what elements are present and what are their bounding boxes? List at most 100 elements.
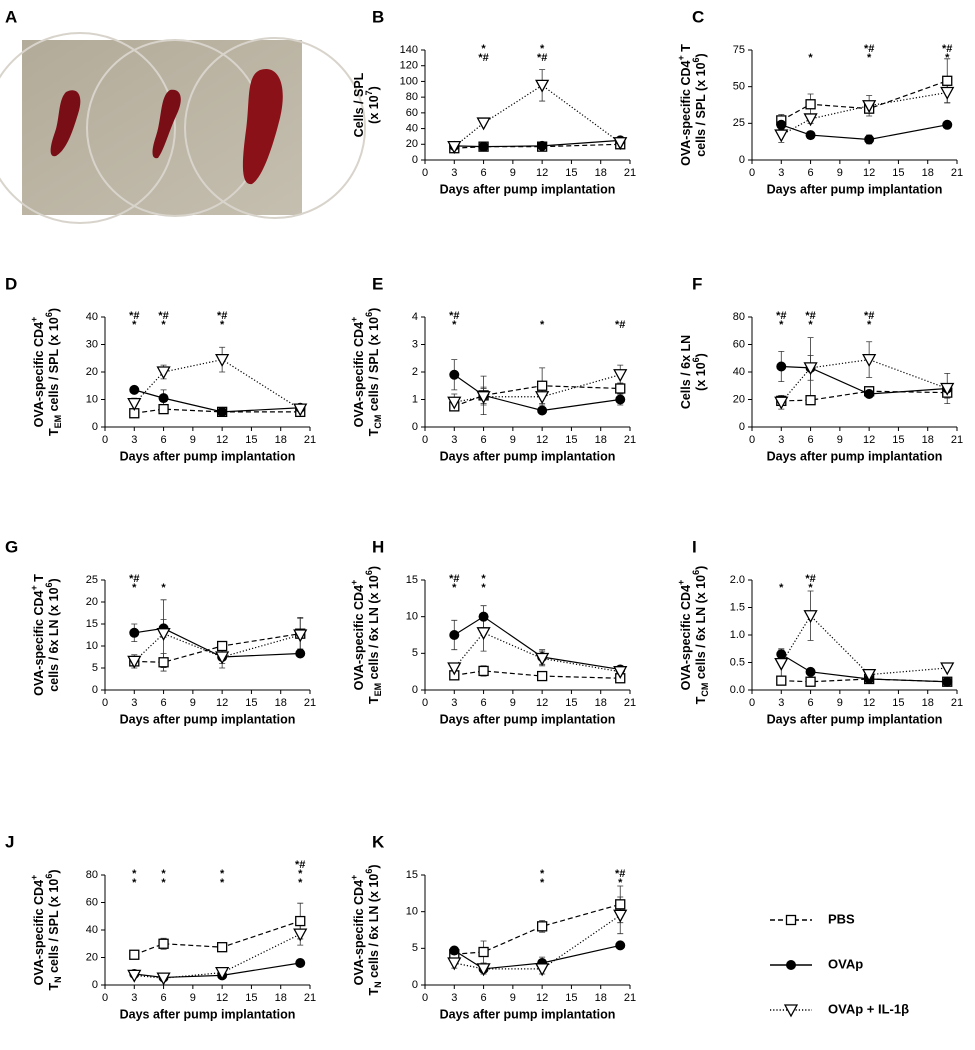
y-axis-label: OVA-specific CD4+ T xyxy=(29,574,46,696)
series-line xyxy=(781,678,948,683)
series-line xyxy=(454,374,621,403)
marker xyxy=(805,676,816,687)
marker xyxy=(158,393,169,404)
y-axis-label-part: EM xyxy=(373,683,383,697)
y-axis-label-part: T xyxy=(367,428,381,436)
x-tick-label: 15 xyxy=(245,992,257,1004)
x-axis-label: Days after pump implantation xyxy=(767,712,943,726)
y-tick-label: 0.5 xyxy=(730,656,745,668)
x-tick-label: 3 xyxy=(131,992,137,1004)
y-axis-label-part: EM xyxy=(53,415,63,429)
y-axis-label-part: OVA-specific CD4 xyxy=(32,590,46,695)
y-tick-label: 15 xyxy=(406,574,418,586)
marker xyxy=(476,117,491,131)
panel-label: D xyxy=(5,274,17,293)
marker xyxy=(478,665,489,677)
marker xyxy=(217,406,228,417)
marker xyxy=(535,963,550,977)
marker xyxy=(478,611,489,622)
y-tick-label: 40 xyxy=(86,311,98,323)
marker xyxy=(776,119,787,130)
y-axis-label-part: OVA-specific CD4 xyxy=(352,322,366,427)
y-tick-label: 3 xyxy=(412,338,418,350)
y-axis-label: OVA-specific CD4+ xyxy=(349,580,366,691)
marker xyxy=(215,966,230,980)
marker xyxy=(536,670,548,682)
y-tick-label: 0 xyxy=(92,684,98,696)
panel-label: H xyxy=(372,537,384,556)
significance-mark: * xyxy=(298,868,303,880)
y-tick-label: 60 xyxy=(406,107,418,119)
significance-mark: * xyxy=(540,43,545,55)
series-line xyxy=(134,920,301,956)
x-tick-label: 6 xyxy=(161,434,167,446)
marker xyxy=(615,940,626,951)
series-line xyxy=(454,670,621,679)
y-tick-label: 1.0 xyxy=(730,629,745,641)
y-tick-label: 20 xyxy=(86,596,98,608)
x-tick-label: 18 xyxy=(275,434,287,446)
marker xyxy=(129,949,140,960)
x-tick-label: 18 xyxy=(922,167,934,179)
x-tick-label: 15 xyxy=(892,697,904,709)
y-tick-label: 10 xyxy=(86,393,98,405)
marker xyxy=(864,134,875,145)
chart-panel: G 0 5 10 15 20 25 0 3 6 9 12 15 18 21 Days after pump i… xyxy=(5,537,316,726)
x-axis-label: Days after pump implantation xyxy=(440,182,616,196)
marker xyxy=(127,655,142,669)
y-axis-label: OVA-specific CD4+ T xyxy=(676,44,693,166)
y-axis-label-part: OVA-specific CD4 xyxy=(679,60,693,165)
marker xyxy=(940,662,955,676)
panel-label: G xyxy=(5,537,18,556)
marker xyxy=(805,395,816,406)
x-tick-label: 18 xyxy=(595,434,607,446)
y-tick-label: 0.0 xyxy=(730,684,745,696)
y-axis-label: TN cells / SPL (x 106) xyxy=(44,869,63,990)
marker xyxy=(940,86,955,100)
significance-mark: * xyxy=(779,319,784,331)
y-axis-label: OVA-specific CD4+ xyxy=(349,317,366,428)
y-axis-label-part: cells / 6x LN (x 10 xyxy=(47,587,61,691)
marker xyxy=(215,353,230,367)
y-axis-label-part: + xyxy=(29,317,39,322)
marker xyxy=(862,668,877,682)
series-line xyxy=(780,80,948,121)
x-tick-label: 21 xyxy=(304,697,316,709)
significance-mark: * xyxy=(808,52,813,64)
y-axis-label-part: N xyxy=(373,981,383,988)
y-axis-label-part: ) xyxy=(367,566,381,570)
series-line xyxy=(454,385,621,407)
x-tick-label: 21 xyxy=(951,434,963,446)
legend-label: OVAp xyxy=(828,956,863,971)
y-axis-label-part: T xyxy=(367,696,381,704)
panel-label: A xyxy=(5,7,17,26)
x-tick-label: 0 xyxy=(749,697,755,709)
x-tick-label: 21 xyxy=(304,992,316,1004)
chart-panel: H 0 5 10 15 0 3 6 9 12 15 18 21 Days after pump impla… xyxy=(349,537,636,726)
x-tick-label: 6 xyxy=(481,992,487,1004)
chart-panel: J 0 20 40 60 80 0 3 6 9 12 15 18 21 Days after pump im… xyxy=(5,832,316,1021)
y-axis-label-part: + xyxy=(349,580,359,585)
chart-panel: D 0 10 20 30 40 0 3 6 9 12 15 18 21 Days after pump im… xyxy=(5,274,316,463)
significance-mark: * xyxy=(220,877,225,889)
x-axis-label: Days after pump implantation xyxy=(440,712,616,726)
y-tick-label: 0 xyxy=(739,154,745,166)
y-tick-label: 0 xyxy=(412,684,418,696)
marker xyxy=(615,383,626,394)
y-tick-label: 75 xyxy=(733,44,745,56)
x-tick-label: 6 xyxy=(161,992,167,1004)
y-axis-label-part: CM xyxy=(700,683,710,697)
marker xyxy=(803,610,818,624)
significance-mark: * xyxy=(132,582,137,594)
series-line xyxy=(453,374,621,412)
x-tick-label: 0 xyxy=(102,697,108,709)
y-axis-label-part: 6 xyxy=(44,582,54,587)
x-tick-label: 3 xyxy=(451,434,457,446)
series-line xyxy=(781,365,948,395)
x-tick-label: 15 xyxy=(892,434,904,446)
marker xyxy=(536,921,548,932)
marker xyxy=(449,630,460,640)
marker xyxy=(129,627,140,638)
legend-marker xyxy=(786,960,796,970)
y-axis-label-part: + xyxy=(29,875,39,880)
